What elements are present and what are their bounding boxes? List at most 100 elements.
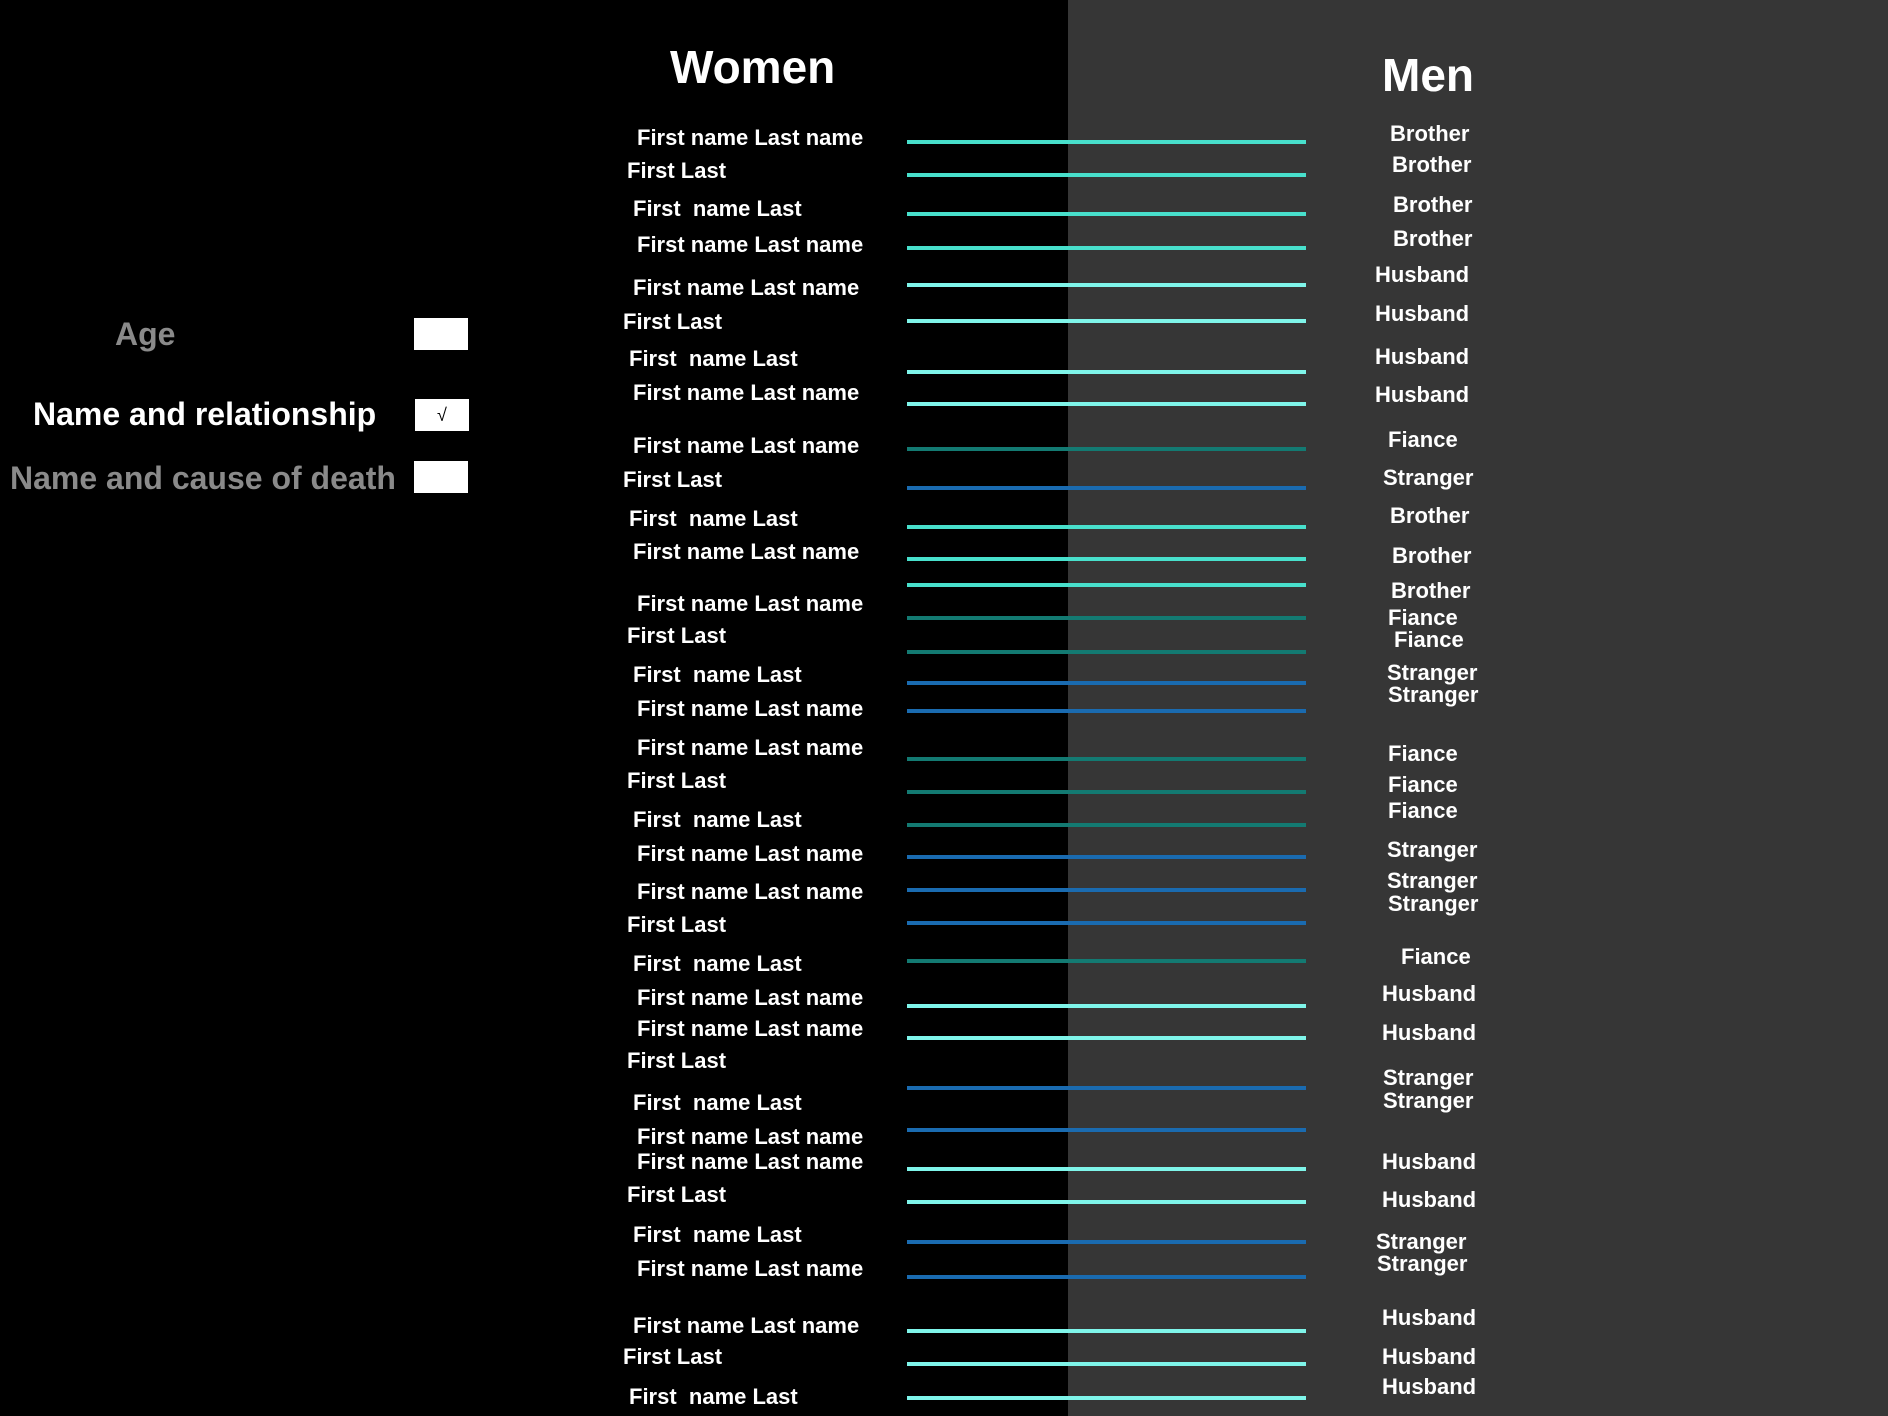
relationship-label: Stranger	[1377, 1251, 1468, 1276]
relationship-link-line	[907, 1240, 1306, 1244]
relationship-link-line	[907, 402, 1306, 406]
woman-name: First name Last name	[637, 1149, 864, 1174]
relationship-link-line	[907, 486, 1306, 490]
relationship-link-line	[907, 1275, 1306, 1279]
woman-name: First name Last name	[637, 591, 864, 616]
woman-name: First Last	[623, 309, 723, 334]
relationship-label: Husband	[1382, 1020, 1477, 1045]
relationship-label: Brother	[1390, 121, 1470, 146]
relationship-label: Fiance	[1388, 741, 1458, 766]
relationship-label: Brother	[1390, 503, 1470, 528]
woman-name: First name Last	[633, 1090, 802, 1115]
woman-name: First name Last	[629, 1384, 798, 1409]
woman-name: First name Last name	[637, 1016, 864, 1041]
relationship-label: Stranger	[1388, 891, 1479, 916]
relationship-link-line	[907, 525, 1306, 529]
relationship-label: Husband	[1375, 382, 1470, 407]
relationship-label: Fiance	[1401, 944, 1471, 969]
woman-name: First name Last name	[637, 1124, 864, 1149]
woman-name: First name Last name	[637, 841, 864, 866]
woman-name: First Last	[627, 1048, 727, 1073]
woman-name: First name Last name	[633, 433, 860, 458]
relationship-label: Stranger	[1387, 868, 1478, 893]
woman-name: First name Last	[629, 506, 798, 531]
relationship-label: Stranger	[1383, 1088, 1474, 1113]
woman-name: First name Last	[629, 346, 798, 371]
relationship-link-line	[907, 283, 1306, 287]
relationship-link-line	[907, 447, 1306, 451]
woman-name: First Last	[623, 1344, 723, 1369]
woman-name: First Last	[627, 1182, 727, 1207]
woman-name: First Last	[627, 912, 727, 937]
relationship-label: Husband	[1382, 1344, 1477, 1369]
relationship-link-line	[907, 757, 1306, 761]
woman-name: First name Last name	[637, 985, 864, 1010]
woman-name: First name Last	[633, 662, 802, 687]
relationship-link-line	[907, 246, 1306, 250]
relationship-link-line	[907, 790, 1306, 794]
women-title: Women	[670, 41, 836, 93]
relationship-link-line	[907, 1004, 1306, 1008]
relationship-label: Stranger	[1376, 1229, 1467, 1254]
relationship-label: Brother	[1392, 543, 1472, 568]
woman-name: First name Last name	[637, 1256, 864, 1281]
relationship-label: Brother	[1391, 578, 1471, 603]
relationship-link-line	[907, 1396, 1306, 1400]
option-name-cause-of-death-checkbox[interactable]	[414, 461, 468, 493]
option-age-label[interactable]: Age	[115, 316, 176, 352]
relationship-link-line	[907, 140, 1306, 144]
relationship-link-line	[907, 1086, 1306, 1090]
woman-name: First name Last	[633, 951, 802, 976]
woman-name: First name Last name	[633, 380, 860, 405]
woman-name: First Last	[627, 158, 727, 183]
relationship-link-line	[907, 1128, 1306, 1132]
relationship-label: Husband	[1382, 1305, 1477, 1330]
woman-name: First name Last	[633, 196, 802, 221]
relationship-link-line	[907, 681, 1306, 685]
relationship-link-line	[907, 370, 1306, 374]
relationship-label: Stranger	[1383, 1065, 1474, 1090]
option-name-cause-of-death-label[interactable]: Name and cause of death	[10, 460, 396, 496]
woman-name: First Last	[623, 467, 723, 492]
relationship-link-line	[907, 1362, 1306, 1366]
woman-name: First name Last name	[637, 696, 864, 721]
men-title: Men	[1382, 49, 1474, 101]
relationship-label: Husband	[1382, 1374, 1477, 1399]
relationship-link-line	[907, 823, 1306, 827]
woman-name: First Last	[627, 623, 727, 648]
woman-name: First name Last name	[637, 125, 864, 150]
relationship-link-line	[907, 173, 1306, 177]
men-panel-background	[1068, 0, 1888, 1416]
relationship-link-line	[907, 319, 1306, 323]
relationship-label: Husband	[1375, 344, 1470, 369]
relationship-link-line	[907, 959, 1306, 963]
woman-name: First Last	[627, 768, 727, 793]
relationship-link-line	[907, 1329, 1306, 1333]
woman-name: First name Last name	[637, 879, 864, 904]
option-name-relationship-checkbox[interactable]: √	[415, 399, 469, 431]
relationship-label: Fiance	[1388, 798, 1458, 823]
relationship-label: Brother	[1392, 152, 1472, 177]
relationship-link-line	[907, 1200, 1306, 1204]
relationship-label: Fiance	[1394, 627, 1464, 652]
relationship-link-line	[907, 616, 1306, 620]
relationship-link-line	[907, 1167, 1306, 1171]
relationship-label: Husband	[1375, 262, 1470, 287]
woman-name: First name Last name	[637, 735, 864, 760]
relationship-label: Stranger	[1387, 660, 1478, 685]
relationship-label: Fiance	[1388, 772, 1458, 797]
option-name-relationship-label[interactable]: Name and relationship	[33, 396, 377, 432]
woman-name: First name Last name	[637, 232, 864, 257]
relationship-label: Brother	[1393, 226, 1473, 251]
relationship-label: Brother	[1393, 192, 1473, 217]
relationship-label: Fiance	[1388, 605, 1458, 630]
option-age-checkbox[interactable]	[414, 318, 468, 350]
relationship-link-line	[907, 888, 1306, 892]
woman-name: First name Last	[633, 1222, 802, 1247]
relationship-link-line	[907, 855, 1306, 859]
relationship-link-line	[907, 921, 1306, 925]
relationship-label: Fiance	[1388, 427, 1458, 452]
relationship-label: Husband	[1382, 1187, 1477, 1212]
woman-name: First name Last name	[633, 1313, 860, 1338]
relationship-link-line	[907, 212, 1306, 216]
